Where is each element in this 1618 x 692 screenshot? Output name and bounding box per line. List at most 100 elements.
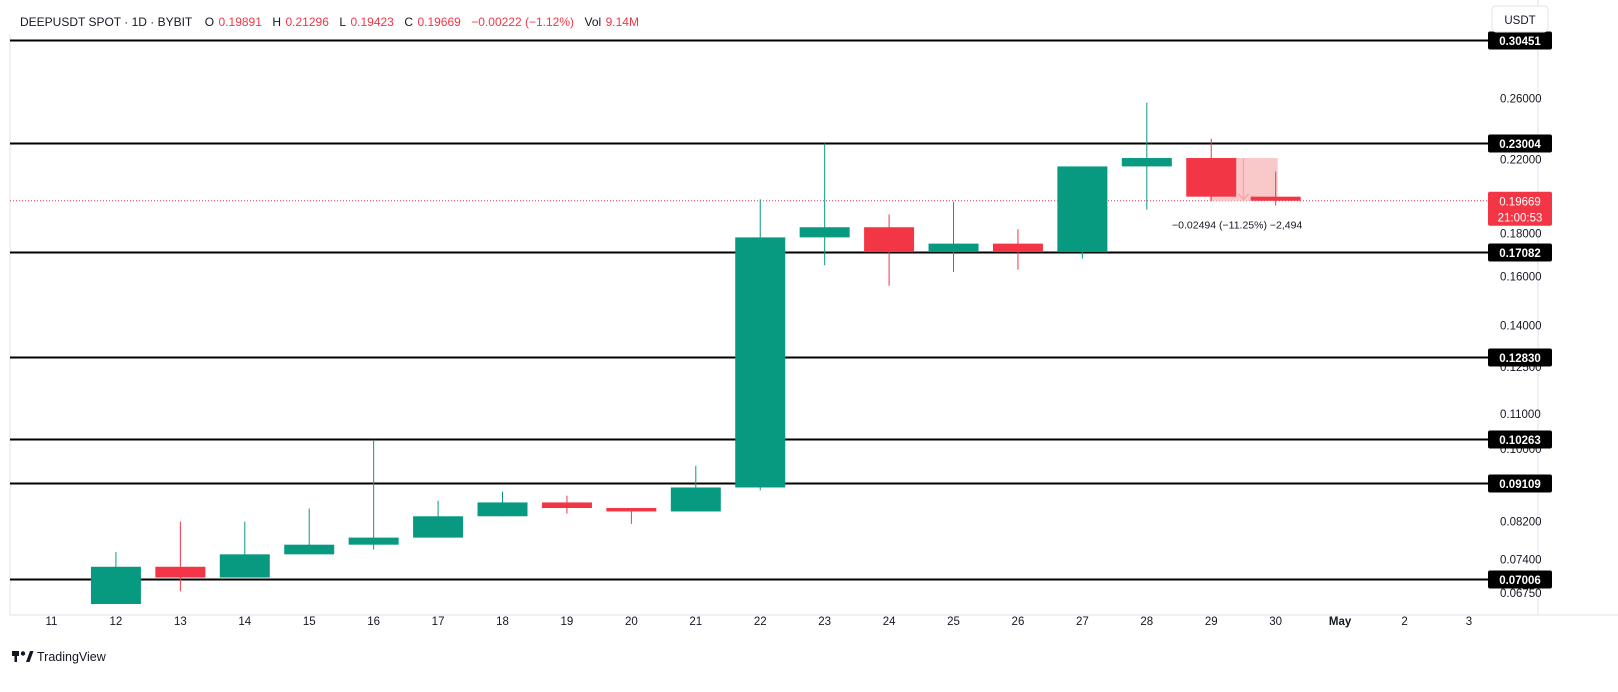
currency-button-bg[interactable] <box>1491 5 1549 33</box>
time-tick-label: 12 <box>110 616 123 628</box>
candle-body <box>1250 196 1301 201</box>
tradingview-logo[interactable]: TradingView <box>12 650 107 664</box>
price-axis-ticks: 0.260000.220000.180000.160000.140000.125… <box>1500 93 1542 600</box>
time-tick-label: 11 <box>46 616 58 628</box>
currency-label[interactable]: USDT <box>1504 15 1535 27</box>
candle-body <box>348 537 399 545</box>
candle[interactable] <box>348 439 399 550</box>
candle[interactable] <box>1057 166 1108 259</box>
measure-label: −0.02494 (−11.25%) −2,494 <box>1172 220 1302 232</box>
time-tick-label: 25 <box>947 616 960 628</box>
candle[interactable] <box>992 229 1043 270</box>
time-tick-label: 28 <box>1140 616 1153 628</box>
time-tick-label: 20 <box>625 616 638 628</box>
candle[interactable] <box>90 551 141 604</box>
price-tick-label: 0.26000 <box>1500 93 1542 105</box>
candle-body <box>670 487 721 512</box>
currency-button[interactable]: USDT <box>1491 5 1549 33</box>
time-tick-label: 18 <box>496 616 509 628</box>
candle[interactable] <box>413 500 464 538</box>
current-price-value: 0.19669 <box>1499 196 1541 208</box>
price-tick-label: 0.14000 <box>1500 320 1542 332</box>
level-tag-bg <box>1488 348 1552 367</box>
level-tag-label: 0.07006 <box>1499 575 1541 587</box>
price-tick-label: 0.08200 <box>1500 517 1542 529</box>
open-label: O <box>205 15 214 29</box>
candle-body <box>1121 158 1172 167</box>
candle[interactable] <box>606 508 657 524</box>
level-price-tags: 0.30451 0.23004 0.17082 0.12830 0.10263 0.091… <box>1488 31 1552 589</box>
candle-body <box>1186 158 1237 197</box>
high-label: H <box>272 15 281 29</box>
candle[interactable] <box>670 465 721 512</box>
level-tag-bg <box>1488 570 1552 589</box>
level-tag-bg <box>1488 134 1552 153</box>
level-tag-label: 0.30451 <box>1499 36 1541 48</box>
symbol-legend: DEEPUSDT SPOT · 1D · BYBIT O 0.19891 H 0… <box>20 13 639 30</box>
time-axis-ticks: 11 12 13 14 15 16 17 18 19 20 21 22 23 24 25 26 27 28 29 30… <box>46 616 1473 628</box>
change-value: −0.00222 (−1.12%) <box>471 15 574 29</box>
candle[interactable] <box>1250 171 1301 206</box>
time-tick-label: May <box>1329 616 1352 628</box>
low-value: 0.19423 <box>350 15 394 29</box>
level-tag-bg <box>1488 243 1552 262</box>
candle[interactable] <box>284 508 335 555</box>
candle-body <box>541 502 592 509</box>
level-tag-label: 0.17082 <box>1499 248 1541 260</box>
measure-arrow-head <box>1237 193 1250 201</box>
candle-body <box>219 554 270 578</box>
candle[interactable] <box>541 495 592 514</box>
current-price-countdown: 21:00:53 <box>1498 212 1543 224</box>
price-tick-label: 0.06750 <box>1500 588 1542 600</box>
symbol-title: DEEPUSDT SPOT · 1D · BYBIT <box>20 15 193 29</box>
price-tick-label: 0.07400 <box>1500 554 1542 566</box>
time-tick-label: 26 <box>1012 616 1025 628</box>
close-value: 0.19669 <box>417 15 461 29</box>
low-label: L <box>339 15 346 29</box>
price-tick-label: 0.16000 <box>1500 271 1542 283</box>
price-tick-label: 0.11000 <box>1500 409 1541 421</box>
candle-body <box>477 502 528 517</box>
volume-value: 9.14M <box>606 15 639 29</box>
price-tick-label: 0.18000 <box>1500 228 1542 240</box>
candle[interactable] <box>1121 102 1172 210</box>
candle-body <box>1057 166 1108 253</box>
time-tick-label: 21 <box>689 616 702 628</box>
time-tick-label: 17 <box>432 616 445 628</box>
current-price-tag-bg <box>1488 191 1552 226</box>
time-tick-label: 15 <box>303 616 316 628</box>
level-tag-bg <box>1488 31 1552 50</box>
time-tick-label: 16 <box>367 616 380 628</box>
level-tag-label: 0.23004 <box>1499 139 1541 151</box>
level-tag-label: 0.09109 <box>1499 479 1541 491</box>
candle-body <box>155 566 206 578</box>
candle[interactable] <box>799 143 850 266</box>
candle[interactable] <box>477 491 528 517</box>
current-price-tag: 0.19669 21:00:53 <box>1488 191 1552 226</box>
candle[interactable] <box>928 202 979 272</box>
candle[interactable] <box>864 214 915 286</box>
candle-body <box>864 227 915 253</box>
candles <box>90 102 1301 604</box>
time-tick-label: 24 <box>883 616 896 628</box>
level-tag-label: 0.12830 <box>1499 353 1541 365</box>
candle[interactable] <box>1186 138 1237 202</box>
candle-body <box>735 237 786 488</box>
candle[interactable] <box>735 199 786 491</box>
price-tick-label: 0.22000 <box>1500 155 1542 167</box>
level-tag-bg <box>1488 474 1552 493</box>
level-tag-bg <box>1488 430 1552 449</box>
candle-body <box>799 227 850 238</box>
volume-label: Vol <box>584 15 601 29</box>
time-tick-label: 23 <box>818 616 831 628</box>
brand-name: TradingView <box>37 650 107 664</box>
candle-body <box>928 243 979 253</box>
candle[interactable] <box>155 521 206 592</box>
time-tick-label: 27 <box>1076 616 1089 628</box>
candle[interactable] <box>219 521 270 578</box>
candle-body <box>90 566 141 604</box>
candle-body <box>284 544 335 555</box>
legend-line: DEEPUSDT SPOT · 1D · BYBIT O 0.19891 H 0… <box>20 13 639 30</box>
candle-body <box>413 516 464 538</box>
